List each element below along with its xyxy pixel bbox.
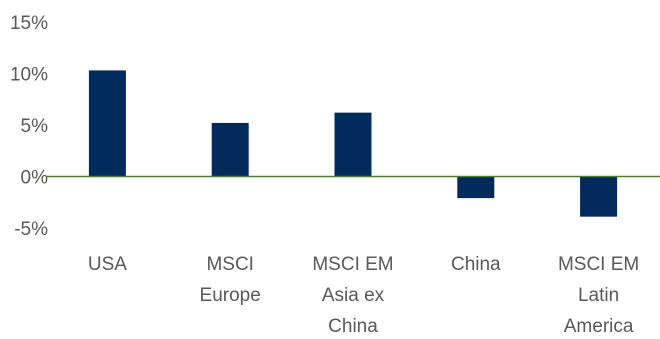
y-tick-label: 5% bbox=[21, 116, 49, 137]
y-axis-ticks: 15% 10% 5% 0% -5% bbox=[10, 13, 48, 240]
bars bbox=[88, 70, 618, 217]
category-label: MSCI EM Asia ex China bbox=[312, 254, 393, 337]
category-label: USA bbox=[88, 254, 127, 275]
bar bbox=[211, 122, 249, 177]
category-label: MSCI Europe bbox=[200, 254, 261, 306]
category-labels: USA MSCI Europe MSCI EM Asia ex China China MSC… bbox=[88, 254, 639, 337]
y-tick-label: -5% bbox=[14, 219, 48, 240]
bar bbox=[334, 112, 372, 177]
category-label: China bbox=[451, 254, 501, 275]
y-tick-label: 0% bbox=[21, 168, 49, 189]
bar bbox=[88, 70, 126, 177]
y-tick-label: 10% bbox=[10, 65, 48, 86]
category-label: MSCI EM Latin America bbox=[558, 254, 639, 337]
y-tick-label: 15% bbox=[10, 13, 48, 34]
bar bbox=[457, 176, 495, 199]
bar bbox=[580, 176, 618, 217]
